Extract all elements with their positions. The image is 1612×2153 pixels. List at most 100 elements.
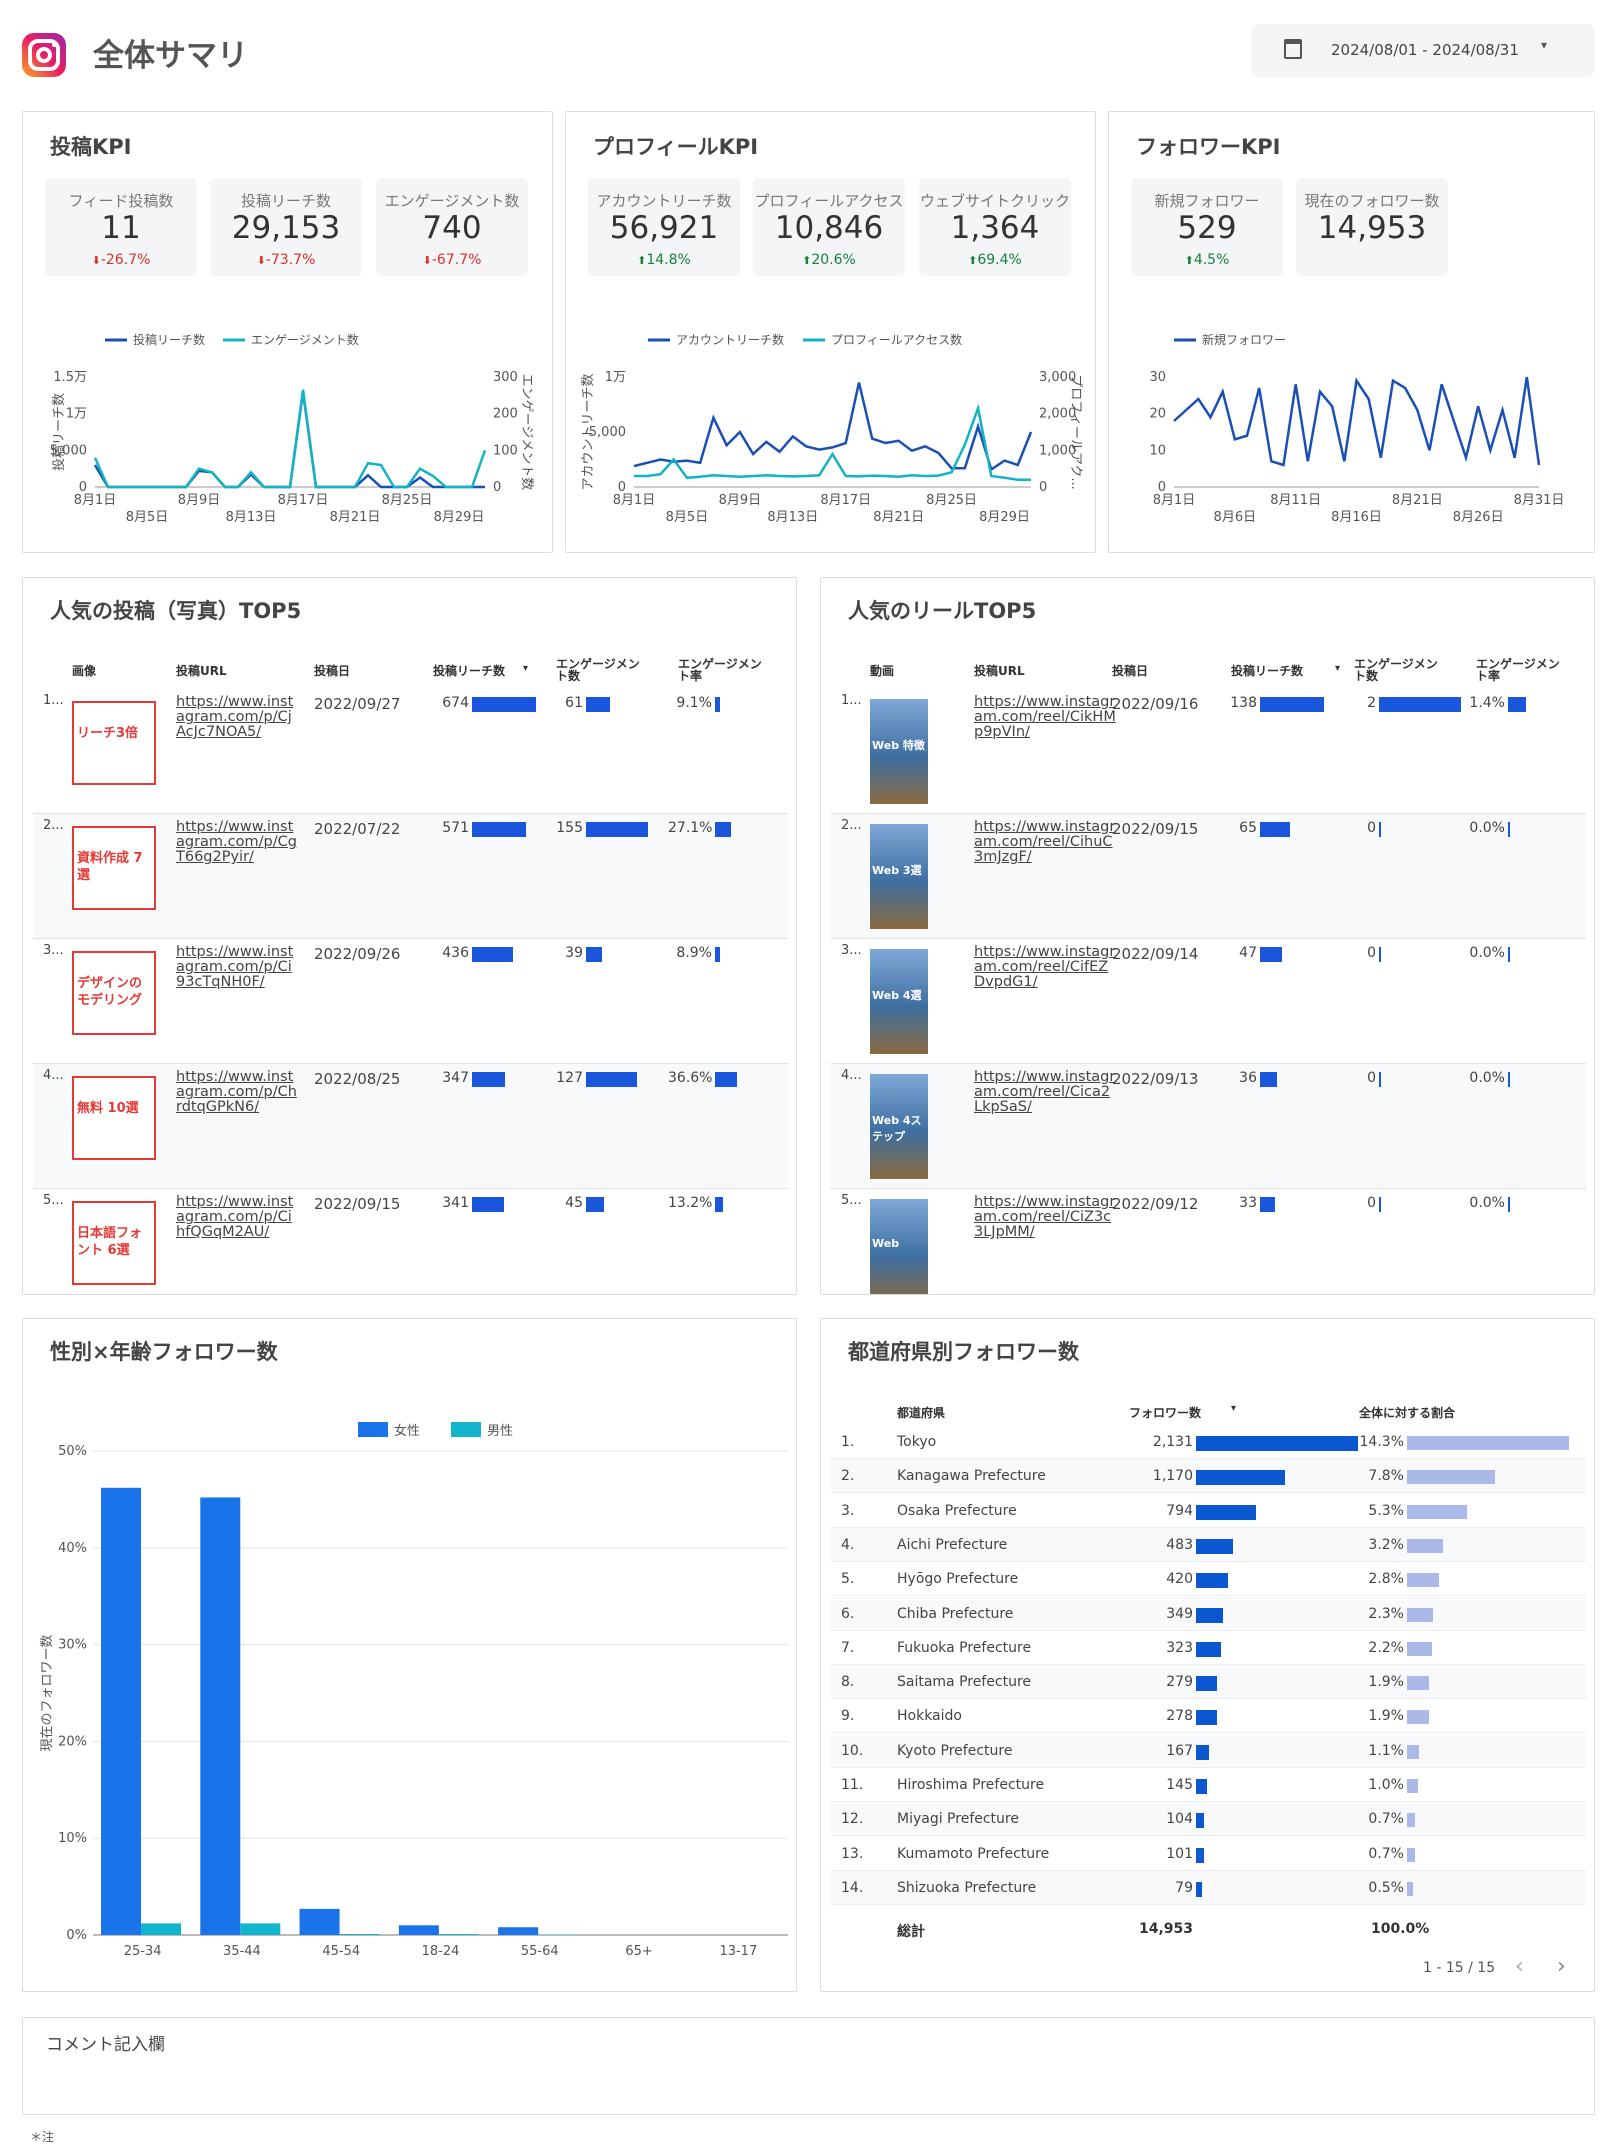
follower-count: 278 bbox=[1166, 1708, 1193, 1725]
post-url-link[interactable]: https://www.instagram.com/reel/CikHMp9pV… bbox=[974, 694, 1116, 740]
share-pct: 0.5% bbox=[1368, 1879, 1404, 1896]
post-url-link[interactable]: https://www.instagram.com/p/CjAcJc7NOA5/ bbox=[176, 694, 294, 740]
column-header[interactable]: エンゲージメント数 bbox=[556, 657, 640, 683]
y-tick-label: 1.5万 bbox=[53, 370, 87, 385]
column-header[interactable]: 動画 bbox=[870, 664, 895, 678]
y-tick-label: 30% bbox=[58, 1638, 87, 1653]
engagement-rate-bar bbox=[1508, 697, 1526, 712]
follower-count-bar bbox=[1196, 1607, 1223, 1623]
column-header[interactable]: フォロワー数 bbox=[1129, 1406, 1202, 1420]
table-row[interactable]: 5... 日本語フォント 6選 https://www.instagram.com/… bbox=[33, 1189, 788, 1294]
table-row[interactable]: 3... Web 4選 https://www.instagram.com/reel… bbox=[831, 939, 1586, 1064]
table-row[interactable]: 5... Web https://www.instagram.com/reel/Ci… bbox=[831, 1189, 1586, 1294]
y2-axis-label: プロフィールアク... bbox=[1068, 374, 1083, 490]
table-row[interactable]: 12. Miyagi Prefecture 104 0.7% bbox=[831, 1802, 1586, 1837]
column-header[interactable]: 投稿日 bbox=[1112, 664, 1149, 678]
table-row[interactable]: 2... 資料作成 7選 https://www.instagram.com/p/C… bbox=[33, 814, 788, 939]
post-thumbnail[interactable]: 無料 10選 bbox=[72, 1076, 156, 1160]
y2-tick-label: 100 bbox=[493, 443, 518, 458]
follower-count: 2,131 bbox=[1152, 1434, 1193, 1450]
table-row[interactable]: 2... Web 3選 https://www.instagram.com/reel… bbox=[831, 814, 1586, 939]
engagement-rate-value: 0.0% bbox=[1469, 945, 1505, 961]
column-header[interactable]: 画像 bbox=[72, 664, 97, 678]
sort-desc-icon[interactable]: ▾ bbox=[1231, 1403, 1237, 1414]
x-tick-label: 13-17 bbox=[719, 1944, 757, 1959]
table-row[interactable]: 9. Hokkaido 278 1.9% bbox=[831, 1699, 1586, 1734]
post-url-link[interactable]: https://www.instagram.com/p/CihfQGqM2AU/ bbox=[176, 1194, 294, 1240]
table-row[interactable]: 15.Okayama Prefecture660.4% bbox=[831, 1905, 1586, 1909]
table-row[interactable]: 11. Hiroshima Prefecture 145 1.0% bbox=[831, 1768, 1586, 1802]
legend-swatch bbox=[451, 1422, 481, 1437]
reel-thumbnail[interactable]: Web 4選 bbox=[870, 949, 928, 1054]
x-tick-label: 8月21日 bbox=[1392, 493, 1443, 508]
comment-box[interactable]: コメント記入欄 bbox=[22, 2017, 1595, 2115]
post-url-link[interactable]: https://www.instagram.com/p/CgT66g2Pyir/ bbox=[176, 819, 297, 865]
engagement-rate-bar bbox=[1508, 822, 1510, 837]
share-bar bbox=[1407, 1641, 1432, 1656]
post-url-link[interactable]: https://www.instagram.com/p/Ci93cTqNH0F/ bbox=[176, 944, 294, 990]
reel-thumbnail[interactable]: Web 特徴 bbox=[870, 699, 928, 804]
table-row[interactable]: 10. Kyoto Prefecture 167 1.1% bbox=[831, 1733, 1586, 1768]
post-url-link[interactable]: https://www.instagram.com/reel/CifEZDvpd… bbox=[974, 944, 1116, 990]
post-thumbnail[interactable]: 資料作成 7選 bbox=[72, 826, 156, 910]
bar bbox=[101, 1487, 141, 1935]
engagement-rate-bar bbox=[1508, 947, 1510, 962]
engagement-bar bbox=[586, 822, 648, 837]
table-row[interactable]: 4. Aichi Prefecture 483 3.2% bbox=[831, 1527, 1586, 1562]
post-url-link[interactable]: https://www.instagram.com/p/ChrdtqGPkN6/ bbox=[176, 1069, 297, 1115]
post-url-link[interactable]: https://www.instagram.com/reel/CiZ3c3LJp… bbox=[974, 1194, 1116, 1240]
post-thumbnail[interactable]: デザインのモデリング bbox=[72, 951, 156, 1035]
table-row[interactable]: 1. Tokyo 2,131 14.3% bbox=[831, 1425, 1586, 1459]
table-row[interactable]: 5. Hyōgo Prefecture 420 2.8% bbox=[831, 1562, 1586, 1597]
engagement-bar bbox=[1379, 822, 1381, 837]
sort-desc-icon[interactable]: ▾ bbox=[1335, 663, 1341, 674]
date-range-picker[interactable]: 2024/08/01 - 2024/08/31 ▾ bbox=[1251, 24, 1595, 77]
increase-indicator: ⬆4.5% bbox=[1131, 252, 1283, 268]
table-row[interactable]: 4... Web 4ステップ https://www.instagram.com/r… bbox=[831, 1064, 1586, 1189]
reel-thumbnail[interactable]: Web bbox=[870, 1199, 928, 1294]
column-header[interactable]: 投稿URL bbox=[974, 664, 1025, 678]
row-number: 5. bbox=[841, 1571, 855, 1588]
post-url-link[interactable]: https://www.instagram.com/reel/Cica2LkpS… bbox=[974, 1069, 1116, 1115]
column-header[interactable]: 投稿日 bbox=[314, 664, 351, 678]
table-row[interactable]: 7. Fukuoka Prefecture 323 2.2% bbox=[831, 1630, 1586, 1665]
y-tick-label: 20 bbox=[1149, 407, 1166, 422]
post-url-link[interactable]: https://www.instagram.com/reel/CihuC3mJz… bbox=[974, 819, 1116, 865]
post-thumbnail[interactable]: 日本語フォント 6選 bbox=[72, 1201, 156, 1285]
table-row[interactable]: 1... リーチ3倍 https://www.instagram.com/p/CjA… bbox=[33, 689, 788, 814]
share-bar bbox=[1407, 1813, 1415, 1828]
y-tick-label: 40% bbox=[58, 1541, 87, 1556]
column-header[interactable]: 投稿リーチ数 bbox=[433, 664, 506, 678]
table-row[interactable]: 4... 無料 10選 https://www.instagram.com/p/Ch… bbox=[33, 1064, 788, 1189]
table-row[interactable]: 14. Shizuoka Prefecture 79 0.5% bbox=[831, 1870, 1586, 1905]
table-row[interactable]: 2. Kanagawa Prefecture 1,170 7.8% bbox=[831, 1459, 1586, 1494]
reach-value: 65 bbox=[1239, 820, 1257, 836]
reel-thumbnail[interactable]: Web 4ステップ bbox=[870, 1074, 928, 1179]
table-row[interactable]: 1... Web 特徴 https://www.instagram.com/reel… bbox=[831, 689, 1586, 814]
column-header[interactable]: 都道府県 bbox=[897, 1406, 946, 1420]
column-header[interactable]: エンゲージメント数 bbox=[1354, 657, 1438, 683]
table-row[interactable]: 6. Chiba Prefecture 349 2.3% bbox=[831, 1596, 1586, 1631]
prev-page-button[interactable]: ‹ bbox=[1515, 1954, 1524, 1979]
next-page-button[interactable]: › bbox=[1557, 1954, 1566, 1979]
sort-desc-icon[interactable]: ▾ bbox=[523, 663, 529, 674]
thumbnail-caption: リーチ3倍 bbox=[77, 726, 139, 741]
table-row[interactable]: 3. Osaka Prefecture 794 5.3% bbox=[831, 1493, 1586, 1528]
table-row[interactable]: 8. Saitama Prefecture 279 1.9% bbox=[831, 1665, 1586, 1700]
share-pct: 2.8% bbox=[1368, 1571, 1404, 1588]
x-tick-label: 8月17日 bbox=[820, 493, 871, 508]
column-header[interactable]: 投稿リーチ数 bbox=[1231, 664, 1304, 678]
column-header[interactable]: エンゲージメント率 bbox=[1476, 657, 1560, 683]
row-number: 1. bbox=[841, 1434, 855, 1450]
column-header[interactable]: 全体に対する割合 bbox=[1359, 1406, 1456, 1420]
row-number: 12. bbox=[841, 1811, 864, 1828]
column-header[interactable]: 投稿URL bbox=[176, 664, 227, 678]
instagram-logo-icon bbox=[22, 33, 66, 77]
table-row[interactable]: 3... デザインのモデリング https://www.instagram.com/… bbox=[33, 939, 788, 1064]
table-row[interactable]: 13. Kumamoto Prefecture 101 0.7% bbox=[831, 1836, 1586, 1871]
thumbnail-caption: 資料作成 7選 bbox=[77, 851, 143, 883]
post-thumbnail[interactable]: リーチ3倍 bbox=[72, 701, 156, 785]
reel-thumbnail[interactable]: Web 3選 bbox=[870, 824, 928, 929]
prefecture-name: Hyōgo Prefecture bbox=[897, 1571, 1019, 1588]
column-header[interactable]: エンゲージメント率 bbox=[678, 657, 762, 683]
